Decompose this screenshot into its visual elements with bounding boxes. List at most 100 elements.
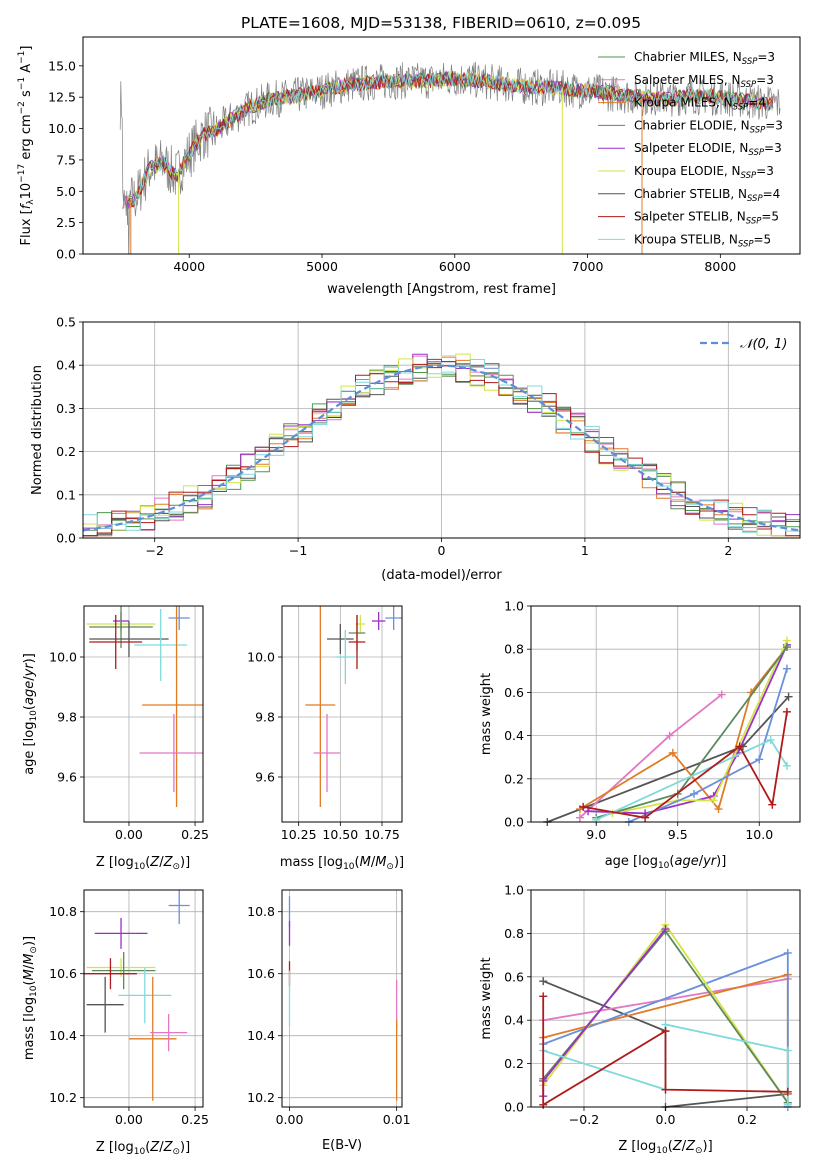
residuals-plot-area [83, 353, 800, 537]
mass-weight-marker [782, 707, 791, 716]
mass-weight-line [628, 668, 788, 823]
x-axis-label: age [log10(age/yr)] [605, 854, 727, 871]
y-tick-label: 9.6 [255, 770, 275, 785]
y-tick-label: 10.0 [48, 121, 76, 136]
x-tick-label: 0.0 [656, 1112, 676, 1127]
mass-weight-line [588, 644, 788, 815]
mass-weight-marker [783, 948, 792, 957]
mass-weight-line [665, 1093, 788, 1108]
x-tick-label: −0.2 [569, 1112, 599, 1127]
y-tick-label: 5.0 [56, 184, 76, 199]
x-axis-label: (data-model)/error [381, 568, 502, 583]
age-vs-mass-plot-area [305, 606, 402, 807]
weight-vs-Z-panel: −0.2 0.0 0.2 0.0 0.2 0.4 0.6 0.8 1.0 Z [log10(Z/Z… [479, 883, 801, 1156]
x-tick-label: 0.00 [276, 1112, 304, 1127]
residual-histogram [83, 353, 800, 537]
mass-weight-marker [539, 992, 548, 1001]
y-tick-label: 0.2 [56, 444, 76, 459]
mass-weight-marker [539, 1100, 548, 1109]
mass-weight-marker [782, 761, 791, 770]
y-axis-label: mass weight [479, 673, 494, 755]
mass-weight-marker [575, 813, 584, 822]
x-tick-label: 0.2 [737, 1112, 757, 1127]
x-tick-label: 0.25 [181, 1112, 209, 1127]
x-tick-label: 8000 [704, 259, 736, 274]
x-axis-label: mass [log10(M/M⊙)] [280, 855, 404, 872]
y-tick-label: 0.8 [504, 926, 524, 941]
y-axis-label: Flux [fλ10−17 erg cm−2 s−1 A−1] [17, 46, 36, 246]
panels: 4000 5000 6000 7000 80000.02.55.07.510.012.5… [17, 36, 801, 1157]
x-tick-label: 10.75 [364, 827, 400, 842]
y-tick-label: 10.6 [49, 966, 77, 981]
mass-vs-Z-plot-area [84, 890, 190, 1101]
mass-weight-marker [709, 796, 718, 805]
mass-weight-marker [714, 805, 723, 814]
x-tick-label: 0.01 [383, 1112, 411, 1127]
legend-label: Kroupa STELIB, NSSP=5 [634, 232, 771, 249]
y-tick-label: 0.0 [56, 247, 76, 262]
y-tick-label: 10.8 [49, 904, 77, 919]
x-tick-label: 9.5 [668, 827, 688, 842]
mass-weight-marker [783, 1046, 792, 1055]
axes-frame [82, 36, 801, 255]
x-axis-label: Z [log10(Z/Z⊙)] [618, 1139, 712, 1156]
mass-weight-marker [579, 802, 588, 811]
x-tick-label: 10.25 [281, 827, 317, 842]
mass-weight-line [583, 711, 788, 819]
y-tick-label: 9.6 [57, 770, 77, 785]
x-axis-label: Z [log10(Z/Z⊙)] [96, 855, 190, 872]
y-tick-label: 0.4 [504, 1013, 524, 1028]
y-tick-label: 10.2 [49, 1090, 77, 1105]
x-tick-label: 4000 [173, 259, 205, 274]
age-vs-Z-plot-area [86, 606, 203, 807]
x-axis-label: wavelength [Angstrom, rest frame] [327, 282, 556, 297]
x-tick-label: 0 [438, 543, 446, 558]
x-tick-label: 10.50 [322, 827, 358, 842]
mass-weight-marker [539, 977, 548, 986]
axes-frame [530, 605, 801, 823]
y-tick-label: 10.2 [247, 1090, 275, 1105]
y-tick-label: 0.6 [504, 685, 524, 700]
age-vs-Z-panel: 0.00 0.25 9.6 9.8 10.0 Z [log10(Z/Z⊙)] age [lo… [22, 605, 209, 872]
y-tick-label: 10.0 [49, 650, 77, 665]
y-tick-label: 0.0 [504, 815, 524, 830]
model-spectrum-line [128, 70, 773, 204]
y-tick-label: 0.0 [504, 1100, 524, 1115]
y-tick-label: 0.3 [56, 401, 76, 416]
mass-weight-marker [755, 755, 764, 764]
axes-frame [281, 605, 403, 823]
y-tick-label: 0.2 [504, 1056, 524, 1071]
mass-weight-marker [782, 664, 791, 673]
spectrum-plot-area [119, 61, 781, 254]
y-tick-label: 0.5 [56, 315, 76, 330]
mass-vs-EBV-panel: 0.00 0.01 10.2 10.4 10.6 10.8 E(B-V) [247, 889, 411, 1153]
x-tick-label: 2 [724, 543, 732, 558]
mass-weight-marker [661, 1027, 670, 1036]
x-tick-label: 0.00 [115, 827, 143, 842]
weight-vs-age-panel: 9.0 9.5 10.0 0.0 0.2 0.4 0.6 0.8 1.0 age [log10(a… [479, 599, 801, 871]
x-tick-label: 1 [581, 543, 589, 558]
y-tick-label: 10.4 [247, 1028, 275, 1043]
mass-weight-marker [783, 1087, 792, 1096]
y-tick-label: 0.6 [504, 969, 524, 984]
mass-weight-marker [735, 742, 744, 751]
legend-label: Salpeter STELIB, NSSP=5 [634, 210, 779, 227]
legend-label: Salpeter MILES, NSSP=3 [634, 73, 774, 90]
mass-weight-marker [661, 1085, 670, 1094]
x-tick-label: −2 [145, 543, 163, 558]
mass-weight-marker [641, 813, 650, 822]
x-tick-label: 0.25 [181, 827, 209, 842]
weight-vs-Z-plot-area [539, 920, 792, 1111]
legend-label: Chabrier STELIB, NSSP=4 [634, 187, 780, 204]
y-tick-label: 10.4 [49, 1028, 77, 1043]
spectrum-panel: 4000 5000 6000 7000 8000 0.0 2.5 5.0 7.5 10.0 12.5… [17, 36, 801, 297]
mass-weight-marker [768, 800, 777, 809]
figure-title: PLATE=1608, MJD=53138, FIBERID=0610, z=0… [241, 14, 641, 32]
x-axis-label: Z [log10(Z/Z⊙)] [96, 1140, 190, 1157]
y-tick-label: 1.0 [504, 599, 524, 614]
y-tick-label: 10.6 [247, 966, 275, 981]
y-tick-label: 12.5 [48, 90, 76, 105]
mass-weight-marker [661, 925, 670, 934]
axes-frame [83, 889, 204, 1108]
